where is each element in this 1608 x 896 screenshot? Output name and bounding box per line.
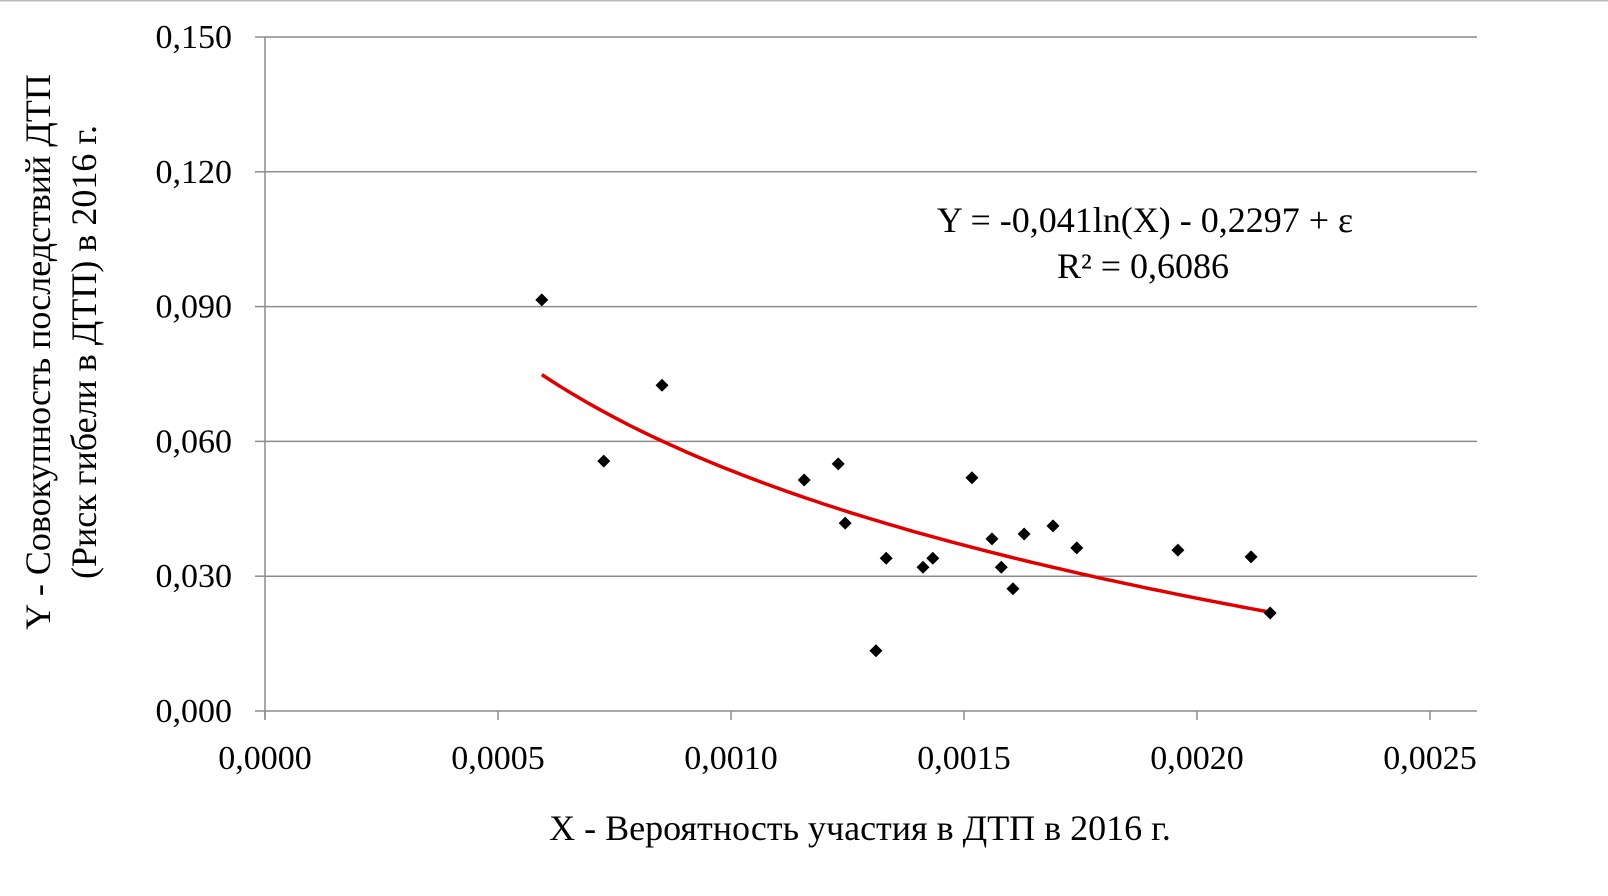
data-point (797, 473, 811, 487)
r-squared-label: R² = 0,6086 (1057, 246, 1229, 286)
data-point (535, 293, 549, 307)
x-tick-label: 0,0015 (917, 740, 1011, 777)
data-point (1070, 541, 1084, 555)
data-point (1017, 527, 1031, 541)
x-tick-label: 0,0010 (684, 740, 778, 777)
data-point (838, 516, 852, 530)
trendline (540, 373, 1271, 614)
y-tick-label: 0,030 (156, 558, 233, 595)
x-tick-label: 0,0025 (1383, 740, 1477, 777)
x-tick-label: 0,0000 (218, 740, 312, 777)
data-point (869, 644, 883, 658)
data-point (926, 551, 940, 565)
data-point (1244, 550, 1258, 564)
data-point (965, 471, 979, 485)
data-point (916, 560, 930, 574)
x-tick-label: 0,0005 (451, 740, 545, 777)
y-tick-labels: 0,000 0,030 0,060 0,090 0,120 0,150 (156, 19, 233, 730)
data-point (1263, 606, 1277, 620)
x-tick-label: 0,0020 (1150, 740, 1244, 777)
y-tick-label: 0,090 (156, 289, 233, 326)
y-tick-label: 0,120 (156, 154, 233, 191)
data-point (1006, 582, 1020, 596)
x-tick-labels: 0,0000 0,0005 0,0010 0,0015 0,0020 0,0025 (218, 740, 1477, 777)
data-point (597, 454, 611, 468)
data-point (994, 560, 1008, 574)
data-point (831, 457, 845, 471)
y-tick-label: 0,000 (156, 693, 233, 730)
y-tick-label: 0,060 (156, 423, 233, 460)
gridlines (265, 36, 1477, 577)
equation-label: Y = -0,041ln(X) - 0,2297 + ε (937, 200, 1353, 240)
y-axis-label-line2: (Риск гибели в ДТП) в 2016 г. (64, 125, 104, 579)
data-point (985, 532, 999, 546)
data-point (655, 378, 669, 392)
y-tick-label: 0,150 (156, 19, 233, 56)
data-point (879, 551, 893, 565)
data-point (1046, 519, 1060, 533)
axes (255, 36, 1477, 720)
x-axis-label: X - Вероятность участия в ДТП в 2016 г. (549, 808, 1171, 848)
data-point (1171, 543, 1185, 557)
y-axis-label-line1: Y - Совокупность последствий ДТП (18, 74, 58, 630)
data-points (535, 293, 1277, 658)
